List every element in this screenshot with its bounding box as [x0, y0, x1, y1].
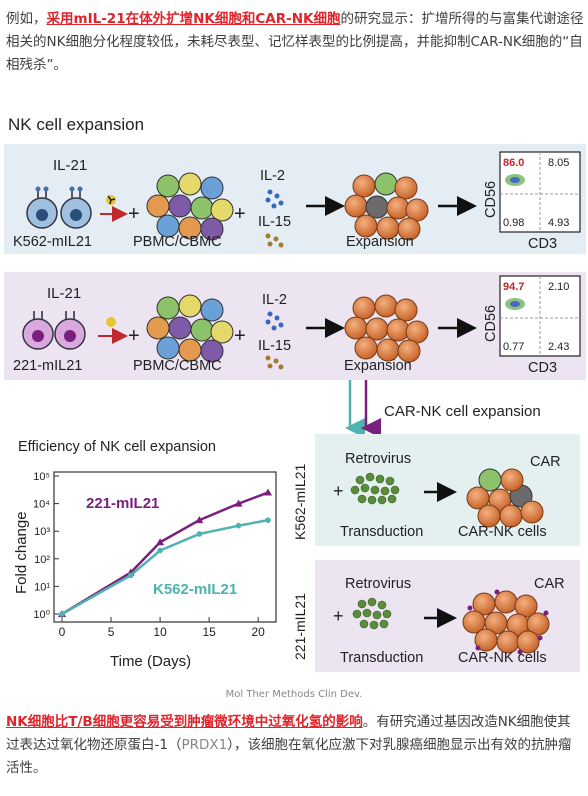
row2-y-axis: CD56 [483, 305, 499, 342]
data-point [235, 522, 242, 529]
car-box1-transduction: Transduction [340, 524, 423, 540]
data-point [265, 517, 271, 523]
row1-panel: IL-21 K562-mIL21 + PBMC/CBMC + IL-2 IL-1… [4, 144, 586, 254]
y-tick-label: 10³ [34, 526, 50, 538]
row2-il2-label: IL-2 [262, 292, 287, 308]
y-tick-label: 10² [34, 554, 50, 566]
data-point [127, 572, 134, 579]
row2-x-axis: CD3 [528, 360, 557, 376]
row1-x-axis: CD3 [528, 236, 557, 252]
intro-highlight-link[interactable]: 采用mIL-21在体外扩增NK细胞和CAR-NK细胞 [46, 11, 341, 27]
nk-expansion-figure: NK cell expansion IL-21 K562-mIL21 + PBM… [4, 115, 586, 672]
y-tick-label: 10⁴ [33, 499, 50, 511]
data-point [195, 516, 204, 524]
x-tick-label: 10 [153, 625, 167, 639]
y-tick-label: 10¹ [34, 581, 50, 593]
x-tick-label: 15 [202, 625, 216, 639]
outro-part1: 。有研究通过基因改造NK细胞使其过表达过氧化物还原蛋白-1（ [6, 714, 571, 753]
data-point [157, 547, 163, 554]
chart-title: Efficiency of NK cell expansion [18, 439, 216, 455]
outro-muted: PRDX1 [181, 737, 228, 753]
row1-q1: 86.0 [503, 157, 524, 169]
car-box2-transduction: Transduction [340, 650, 423, 666]
car-box2-cells [462, 589, 550, 655]
svg-text:+: + [128, 325, 140, 347]
intro-rest: 的研究显示：扩增所得的与富集代谢途径相关的NK细胞分化程度较低，未耗尽表型、记忆… [6, 11, 584, 73]
intro-paragraph: 例如，采用mIL-21在体外扩增NK细胞和CAR-NK细胞的研究显示：扩增所得的… [6, 8, 584, 77]
car-box1-car-label: CAR [530, 454, 561, 470]
data-point [264, 488, 272, 496]
data-point [234, 499, 243, 507]
row2-il15-label: IL-15 [258, 338, 291, 354]
row2-feeder-cells [22, 311, 86, 350]
car-box1-virus: Retrovirus [345, 451, 411, 467]
row2-q4: 2.43 [548, 341, 569, 353]
car-box-k562: K562-mIL21 Retrovirus + Transduction CAR… [292, 434, 580, 546]
row1-feeder-label: K562-mIL21 [13, 234, 92, 250]
x-tick-label: 5 [108, 625, 115, 639]
car-box2-car-label: CAR [534, 576, 565, 592]
car-box-221: 221-mIL21 Retrovirus + Transduction CAR … [292, 560, 580, 672]
chart-x-label: Time (Days) [110, 653, 191, 670]
outro-part2: ），该细胞在氧化应激下对乳腺癌细胞显示出有效的抗肿瘤活性。 [6, 737, 572, 776]
car-box1-side-label: K562-mIL21 [292, 464, 308, 540]
row1-q4: 4.93 [548, 217, 569, 229]
svg-text:+: + [234, 325, 246, 347]
x-tick-label: 0 [59, 625, 66, 639]
figure-source: Mol Ther Methods Clin Dev. [225, 689, 363, 700]
outro-paragraph: NK细胞比T/B细胞更容易受到肿瘤微环境中过氧化氢的影响。有研究通过基因改造NK… [6, 711, 584, 780]
car-box1-cells-label: CAR-NK cells [458, 524, 547, 540]
data-point [196, 531, 203, 537]
svg-text:+: + [234, 203, 246, 225]
car-box2-virus: Retrovirus [345, 576, 411, 592]
series-line-1 [61, 518, 269, 616]
row2-flow-plot: 94.7 2.10 0.77 2.43 CD56 CD3 [483, 275, 581, 376]
expansion-chart: Efficiency of NK cell expansion 10⁰ 10¹ 10… [13, 439, 277, 670]
row2-q2: 2.10 [548, 281, 569, 293]
row1-flow-plot: 86.0 8.05 0.98 4.93 CD56 CD3 [483, 151, 581, 252]
row1-pbmc-cluster [146, 172, 234, 241]
row1-il2-label: IL-2 [260, 168, 285, 184]
car-box1-cells [466, 468, 544, 528]
row1-il15-label: IL-15 [258, 214, 291, 230]
row2-il21-label: IL-21 [47, 285, 81, 302]
svg-text:+: + [333, 481, 344, 501]
data-point [59, 611, 65, 617]
row1-expansion-cluster [344, 172, 429, 241]
intro-prefix: 例如， [6, 11, 47, 27]
row2-expansion-cluster [344, 294, 429, 363]
row1-il21-label: IL-21 [53, 157, 87, 174]
row2-expansion-label: Expansion [344, 358, 412, 374]
series-label-k562: K562-mIL21 [153, 581, 237, 598]
row2-pbmc-cluster [146, 294, 234, 363]
row2-panel: IL-21 221-mIL21 + PBMC/CBMC + IL-2 IL-15 [4, 272, 586, 380]
svg-text:+: + [333, 606, 344, 626]
row1-q2: 8.05 [548, 157, 569, 169]
car-expansion-label: CAR-NK cell expansion [384, 403, 541, 420]
car-box2-cells-label: CAR-NK cells [458, 650, 547, 666]
row2-pbmc-label: PBMC/CBMC [133, 358, 222, 374]
x-tick-label: 20 [252, 625, 266, 639]
row2-q1: 94.7 [503, 281, 524, 293]
svg-text:+: + [128, 203, 140, 225]
data-point [156, 538, 165, 546]
row2-feeder-label: 221-mIL21 [13, 358, 82, 374]
row1-expansion-label: Expansion [346, 234, 414, 250]
figure-title: NK cell expansion [8, 115, 144, 134]
series-line-0 [61, 491, 269, 616]
series-label-221: 221-mIL21 [86, 495, 159, 512]
outro-highlight-link[interactable]: NK细胞比T/B细胞更容易受到肿瘤微环境中过氧化氢的影响 [6, 714, 363, 730]
chart-frame [53, 471, 277, 623]
row1-feeder-cells [26, 186, 92, 229]
car-box2-side-label: 221-mIL21 [292, 593, 308, 660]
y-tick-label: 10⁰ [33, 609, 50, 621]
chart-y-label: Fold change [13, 511, 30, 594]
row1-y-axis: CD56 [483, 181, 499, 218]
row1-q3: 0.98 [503, 217, 524, 229]
row1-pbmc-label: PBMC/CBMC [133, 234, 222, 250]
y-tick-label: 10⁵ [33, 471, 50, 483]
row2-q3: 0.77 [503, 341, 524, 353]
